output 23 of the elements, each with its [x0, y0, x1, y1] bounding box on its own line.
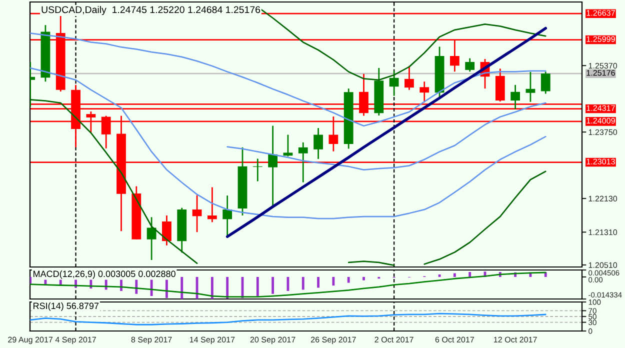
x-tick-label: 4 Sep 2017 [55, 336, 96, 344]
ref-line-label: 1.25176 [586, 70, 615, 76]
y-tick-label: 1.21310 [588, 229, 618, 236]
x-tick-label: 14 Sep 2017 [190, 336, 235, 344]
ref-line-label: 1.26637 [586, 10, 615, 16]
chart-title: RSI(14) 56.8797 [34, 302, 99, 311]
y-tick-label: 1.22130 [588, 196, 618, 202]
y-tick-label: 1.23750 [588, 129, 618, 136]
y-tick-label: 1.25370 [588, 62, 618, 69]
ref-line-label: 1.23013 [586, 158, 615, 164]
chart-title: MACD(12,26,9) 0.003005 0.002880 [34, 270, 176, 279]
x-tick-label: 29 Aug 2017 [8, 336, 53, 344]
ref-line-label: 1.24009 [586, 118, 615, 124]
ref-line-label: 1.25999 [586, 36, 615, 42]
ref-line-label: 1.24317 [586, 105, 615, 111]
y-tick-label: 1.20510 [588, 262, 618, 268]
chart-title: USDCAD,Daily 1.24745 1.25220 1.24684 1.25176 [42, 6, 260, 16]
x-tick-label: 2 Oct 2017 [374, 336, 414, 342]
x-tick-label: 8 Sep 2017 [131, 336, 172, 344]
x-tick-label: 12 Oct 2017 [494, 336, 537, 342]
x-tick-label: 26 Sep 2017 [310, 336, 356, 344]
x-tick-label: 6 Oct 2017 [435, 336, 474, 342]
x-tick-label: 20 Sep 2017 [250, 336, 296, 344]
